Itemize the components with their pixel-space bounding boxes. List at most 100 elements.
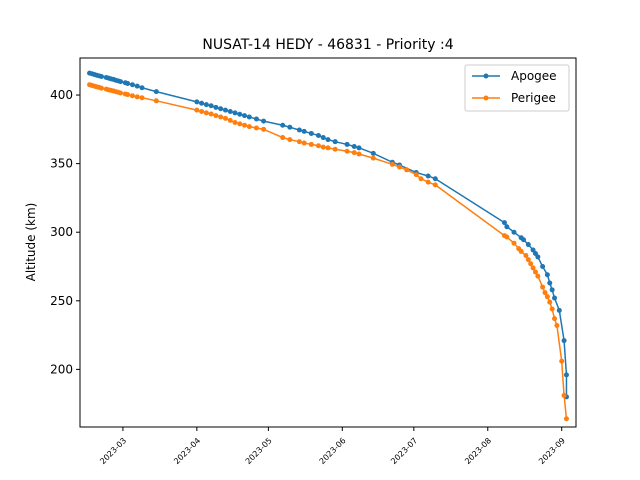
apogee-point bbox=[222, 107, 228, 113]
apogee-point bbox=[425, 173, 431, 179]
apogee-point bbox=[118, 79, 124, 85]
perigee-point bbox=[218, 114, 224, 120]
apogee-point bbox=[139, 85, 145, 91]
apogee-point bbox=[432, 176, 438, 182]
legend-apogee-label: Apogee bbox=[511, 69, 557, 83]
perigee-point bbox=[547, 299, 553, 305]
perigee-point bbox=[237, 121, 243, 127]
perigee-point bbox=[139, 95, 145, 101]
perigee-point bbox=[397, 164, 403, 170]
perigee-point bbox=[563, 416, 569, 422]
apogee-point bbox=[556, 307, 562, 313]
apogee-point bbox=[525, 242, 531, 248]
apogee-point bbox=[325, 137, 331, 143]
perigee-point bbox=[552, 316, 558, 322]
perigee-point bbox=[213, 113, 219, 119]
perigee-point bbox=[315, 143, 321, 149]
legend-perigee-marker bbox=[483, 95, 489, 101]
perigee-point bbox=[261, 126, 267, 132]
apogee-point bbox=[199, 100, 205, 106]
y-tick-label: 250 bbox=[50, 294, 73, 308]
apogee-point bbox=[540, 264, 546, 270]
apogee-point bbox=[153, 89, 159, 95]
apogee-point bbox=[370, 150, 376, 156]
perigee-point bbox=[287, 137, 293, 143]
apogee-point bbox=[511, 229, 517, 235]
perigee-point bbox=[242, 122, 248, 128]
apogee-point bbox=[504, 224, 510, 230]
apogee-point bbox=[547, 280, 553, 286]
apogee-point bbox=[356, 145, 362, 151]
perigee-point bbox=[523, 253, 529, 259]
perigee-point bbox=[199, 109, 205, 114]
apogee-point bbox=[549, 287, 555, 293]
y-tick-label: 400 bbox=[50, 88, 73, 102]
perigee-point bbox=[542, 290, 548, 296]
apogee-point bbox=[332, 139, 338, 145]
perigee-point bbox=[118, 90, 124, 96]
perigee-point bbox=[404, 167, 410, 173]
perigee-point bbox=[325, 145, 331, 151]
perigee-point bbox=[549, 306, 555, 312]
legend: Apogee Perigee bbox=[464, 64, 570, 112]
perigee-series bbox=[87, 82, 569, 422]
apogee-point bbox=[242, 113, 248, 119]
apogee-point bbox=[218, 106, 224, 112]
perigee-point bbox=[296, 139, 302, 145]
apogee-point bbox=[194, 99, 200, 105]
apogee-point bbox=[344, 141, 350, 147]
apogee-point bbox=[320, 135, 326, 141]
perigee-point bbox=[554, 322, 560, 328]
y-tick-label: 200 bbox=[50, 362, 73, 376]
plot-frame bbox=[79, 57, 577, 428]
perigee-point bbox=[525, 257, 531, 263]
perigee-point bbox=[253, 125, 259, 131]
perigee-point bbox=[125, 92, 131, 98]
apogee-point bbox=[351, 143, 357, 149]
apogee-point bbox=[232, 110, 238, 116]
perigee-point bbox=[413, 172, 419, 178]
legend-perigee-label: Perigee bbox=[511, 91, 556, 105]
apogee-point bbox=[261, 118, 267, 124]
apogee-point bbox=[552, 295, 558, 301]
perigee-point bbox=[370, 155, 376, 161]
perigee-point bbox=[530, 265, 536, 271]
chart-title: NUSAT-14 HEDY - 46831 - Priority :4 bbox=[202, 37, 453, 53]
apogee-point bbox=[521, 237, 527, 243]
perigee-point bbox=[129, 93, 135, 99]
series-layer bbox=[87, 70, 569, 422]
perigee-point bbox=[208, 111, 214, 117]
perigee-point bbox=[532, 269, 538, 275]
perigee-point bbox=[344, 148, 350, 154]
perigee-point bbox=[98, 85, 104, 91]
perigee-point bbox=[528, 261, 534, 267]
perigee-point bbox=[535, 273, 541, 279]
perigee-point bbox=[280, 135, 286, 141]
apogee-point bbox=[246, 114, 252, 120]
apogee-point bbox=[253, 116, 259, 122]
apogee-point bbox=[134, 83, 140, 89]
legend-apogee-marker bbox=[483, 73, 489, 79]
apogee-point bbox=[208, 103, 214, 109]
perigee-point bbox=[389, 161, 395, 167]
apogee-point bbox=[287, 124, 293, 130]
apogee-point bbox=[237, 111, 243, 117]
y-tick-label: 300 bbox=[50, 225, 73, 239]
perigee-point bbox=[418, 176, 424, 182]
perigee-point bbox=[356, 151, 362, 157]
perigee-point bbox=[227, 117, 233, 123]
apogee-point bbox=[315, 133, 321, 138]
perigee-point bbox=[540, 284, 546, 290]
perigee-point bbox=[332, 146, 338, 152]
apogee-point bbox=[129, 82, 135, 88]
apogee-point bbox=[227, 109, 233, 114]
apogee-point bbox=[203, 102, 209, 108]
perigee-point bbox=[559, 358, 565, 364]
apogee-point bbox=[280, 122, 286, 128]
perigee-point bbox=[511, 240, 517, 246]
perigee-point bbox=[320, 144, 326, 150]
y-axis: 200 250 300 350 400 bbox=[50, 88, 80, 376]
perigee-point bbox=[246, 124, 252, 130]
apogee-point bbox=[296, 127, 302, 133]
